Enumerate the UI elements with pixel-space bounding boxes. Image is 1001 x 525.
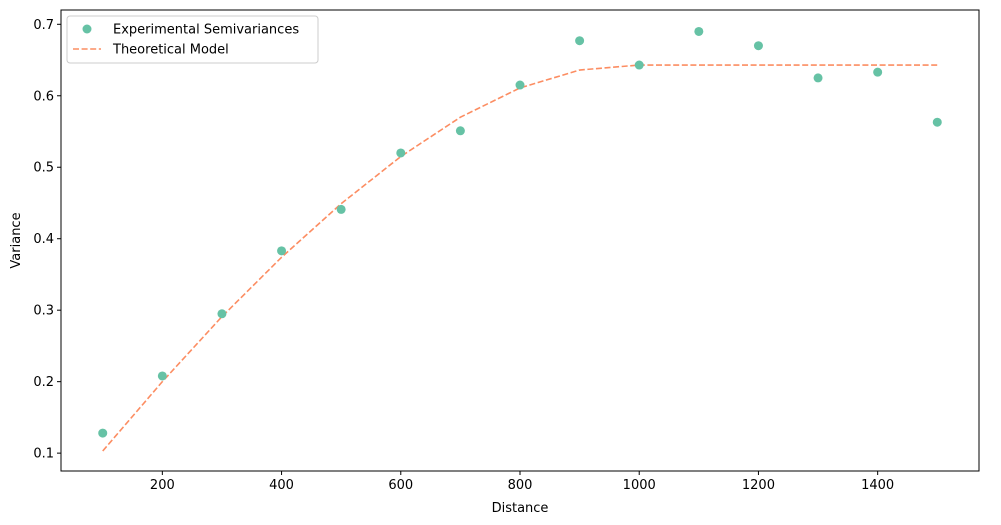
y-tick-label: 0.7 <box>33 18 54 33</box>
y-tick-label: 0.1 <box>33 447 54 462</box>
experimental-point <box>157 371 167 381</box>
x-tick-label: 1400 <box>861 478 894 493</box>
y-tick-label: 0.2 <box>33 375 54 390</box>
experimental-point <box>634 60 644 70</box>
legend-box <box>66 15 319 64</box>
legend: Experimental Semivariances Theoretical M… <box>66 15 319 64</box>
plot-marks <box>98 26 942 452</box>
x-tick-label: 200 <box>150 478 175 493</box>
x-tick-label: 400 <box>269 478 294 493</box>
experimental-point <box>813 73 823 83</box>
experimental-point <box>217 309 227 319</box>
x-tick-label: 600 <box>388 478 413 493</box>
experimental-point <box>753 41 763 51</box>
y-tick-label: 0.6 <box>33 89 54 104</box>
y-tick-label: 0.4 <box>33 232 54 247</box>
x-axis: 200 400 600 800 1000 1200 1400 <box>150 471 894 493</box>
theoretical-model-line <box>102 64 938 452</box>
y-tick-label: 0.3 <box>33 304 54 319</box>
legend-label-theoretical: Theoretical Model <box>112 43 229 58</box>
experimental-point <box>515 80 525 90</box>
legend-label-experimental: Experimental Semivariances <box>113 23 299 38</box>
experimental-point <box>277 246 287 256</box>
y-axis-label: Variance <box>9 212 24 268</box>
experimental-point <box>455 126 465 136</box>
x-tick-label: 1000 <box>623 478 656 493</box>
experimental-point <box>873 67 883 77</box>
x-tick-label: 1200 <box>742 478 775 493</box>
experimental-point <box>575 36 585 46</box>
x-axis-label: Distance <box>492 501 549 516</box>
experimental-point <box>396 148 406 158</box>
y-axis: 0.1 0.2 0.3 0.4 0.5 0.6 0.7 <box>33 18 61 462</box>
experimental-point <box>336 204 346 214</box>
legend-marker-experimental <box>82 24 92 34</box>
experimental-point <box>932 117 942 127</box>
x-tick-label: 800 <box>508 478 533 493</box>
experimental-point <box>98 428 108 438</box>
y-tick-label: 0.5 <box>33 161 54 176</box>
experimental-point <box>694 26 704 36</box>
